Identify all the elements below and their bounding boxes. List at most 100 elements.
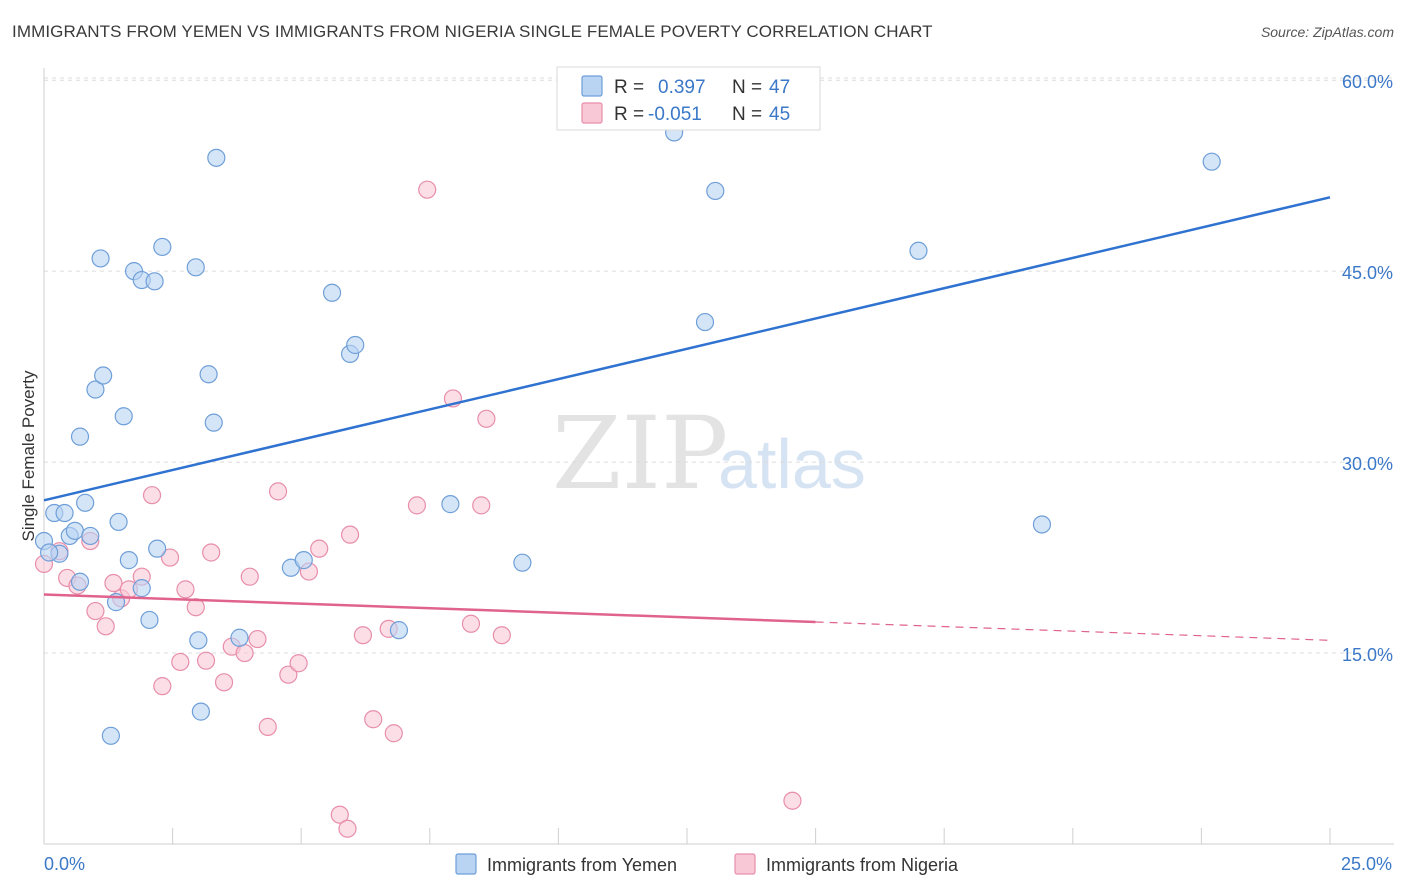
yemen-point bbox=[204, 413, 223, 432]
y-tick-label: 15.0% bbox=[1342, 645, 1393, 665]
legend-nigeria-n-value: 45 bbox=[769, 104, 790, 125]
chart-title: IMMIGRANTS FROM YEMEN VS IMMIGRANTS FROM… bbox=[12, 22, 933, 41]
trend-line-yemen bbox=[43, 196, 1331, 502]
nigeria-point bbox=[472, 496, 491, 515]
y-tick-label: 60.0% bbox=[1342, 72, 1393, 92]
nigeria-point bbox=[418, 180, 437, 199]
watermark-zip: ZIP bbox=[552, 395, 728, 512]
nigeria-point bbox=[353, 626, 373, 645]
x-tick-label-max: 25.0% bbox=[1341, 854, 1392, 874]
yemen-point bbox=[40, 543, 59, 562]
trend-line-nigeria-extension bbox=[815, 621, 1331, 641]
legend-swatch-yemen bbox=[581, 75, 603, 97]
legend-nigeria-r-value: -0.051 bbox=[648, 104, 702, 125]
nigeria-point bbox=[196, 651, 216, 670]
yemen-point bbox=[91, 249, 110, 268]
yemen-point bbox=[140, 610, 159, 630]
nigeria-point bbox=[461, 614, 481, 633]
nigeria-point bbox=[492, 626, 511, 645]
nigeria-point bbox=[104, 573, 123, 593]
nigeria-point bbox=[258, 717, 277, 736]
legend-nigeria-n-label: N = bbox=[732, 104, 762, 125]
trend-line-nigeria bbox=[43, 593, 816, 624]
yemen-point bbox=[199, 365, 218, 384]
yemen-point bbox=[389, 621, 409, 640]
yemen-point bbox=[76, 493, 95, 512]
yemen-point bbox=[695, 312, 715, 332]
legend-yemen-r-label: R = bbox=[614, 77, 644, 98]
nigeria-point bbox=[160, 548, 180, 567]
nigeria-point bbox=[330, 805, 349, 824]
yemen-point bbox=[148, 539, 167, 558]
nigeria-point bbox=[202, 543, 221, 562]
watermark-atlas: atlas bbox=[718, 425, 866, 503]
yemen-point bbox=[145, 272, 164, 291]
nigeria-point bbox=[248, 629, 267, 649]
y-axis-title: Single Female Poverty bbox=[19, 370, 38, 542]
nigeria-point bbox=[279, 665, 298, 684]
yemen-point bbox=[191, 702, 210, 721]
gridlines bbox=[44, 77, 1394, 654]
yemen-point bbox=[189, 631, 208, 650]
y-tick-label: 45.0% bbox=[1342, 263, 1393, 283]
legend-yemen-r-value: 0.397 bbox=[658, 77, 706, 98]
nigeria-point bbox=[96, 617, 115, 636]
y-tick-label: 30.0% bbox=[1342, 454, 1393, 474]
yemen-point bbox=[294, 551, 313, 570]
yemen-point bbox=[86, 380, 105, 399]
nigeria-point bbox=[783, 791, 802, 810]
yemen-point bbox=[230, 628, 249, 647]
yemen-point bbox=[109, 512, 128, 532]
source-credit: Source: ZipAtlas.com bbox=[1260, 24, 1394, 40]
yemen-point bbox=[65, 521, 84, 540]
bottom-legend: Immigrants from Yemen Immigrants from Ni… bbox=[455, 853, 959, 875]
nigeria-point bbox=[142, 486, 162, 505]
yemen-point bbox=[119, 551, 138, 570]
legend-swatch-nigeria bbox=[581, 102, 603, 124]
yemen-point bbox=[81, 526, 100, 546]
yemen-point bbox=[70, 572, 90, 591]
yemen-point bbox=[94, 366, 113, 385]
nigeria-point bbox=[153, 677, 172, 696]
nigeria-point bbox=[289, 654, 308, 673]
nigeria-point bbox=[235, 643, 254, 663]
y-tick-labels: 15.0% 30.0% 45.0% 60.0% bbox=[1342, 72, 1393, 665]
yemen-point bbox=[132, 579, 151, 598]
nigeria-point bbox=[338, 819, 357, 838]
nigeria-point bbox=[268, 482, 288, 501]
yemen-point bbox=[153, 237, 172, 257]
yemen-point bbox=[114, 407, 133, 426]
yemen-point bbox=[101, 726, 120, 745]
legend-yemen-n-value: 47 bbox=[769, 77, 790, 98]
x-tick-marks bbox=[43, 828, 1331, 844]
legend-box: R = 0.397 N = 47 R = -0.051 N = 45 bbox=[556, 66, 821, 131]
yemen-point bbox=[207, 148, 226, 167]
nigeria-point bbox=[310, 539, 329, 558]
bottom-legend-nigeria-label: Immigrants from Nigeria bbox=[766, 855, 959, 875]
watermark: ZIP atlas bbox=[552, 395, 866, 512]
bottom-legend-swatch-nigeria bbox=[734, 853, 756, 875]
nigeria-point bbox=[477, 409, 496, 428]
legend-yemen-n-label: N = bbox=[732, 77, 762, 98]
bottom-legend-swatch-yemen bbox=[455, 853, 477, 875]
yemen-point bbox=[70, 427, 90, 446]
nigeria-point bbox=[340, 525, 360, 544]
trend-lines bbox=[43, 196, 1331, 641]
yemen-point bbox=[909, 241, 928, 260]
yemen-point bbox=[346, 335, 365, 355]
nigeria-point bbox=[364, 710, 383, 729]
yemen-point bbox=[186, 258, 205, 277]
yemen-point bbox=[1032, 515, 1052, 534]
x-tick-label-min: 0.0% bbox=[44, 854, 85, 874]
nigeria-point bbox=[240, 567, 259, 586]
nigeria-point bbox=[86, 601, 105, 621]
yemen-point bbox=[513, 553, 532, 572]
nigeria-point bbox=[407, 496, 427, 515]
yemen-point bbox=[55, 503, 74, 523]
yemen-point bbox=[1202, 152, 1221, 171]
yemen-point bbox=[322, 283, 342, 302]
nigeria-point bbox=[171, 652, 190, 672]
legend-nigeria-r-label: R = bbox=[614, 104, 644, 125]
nigeria-point bbox=[214, 673, 234, 692]
